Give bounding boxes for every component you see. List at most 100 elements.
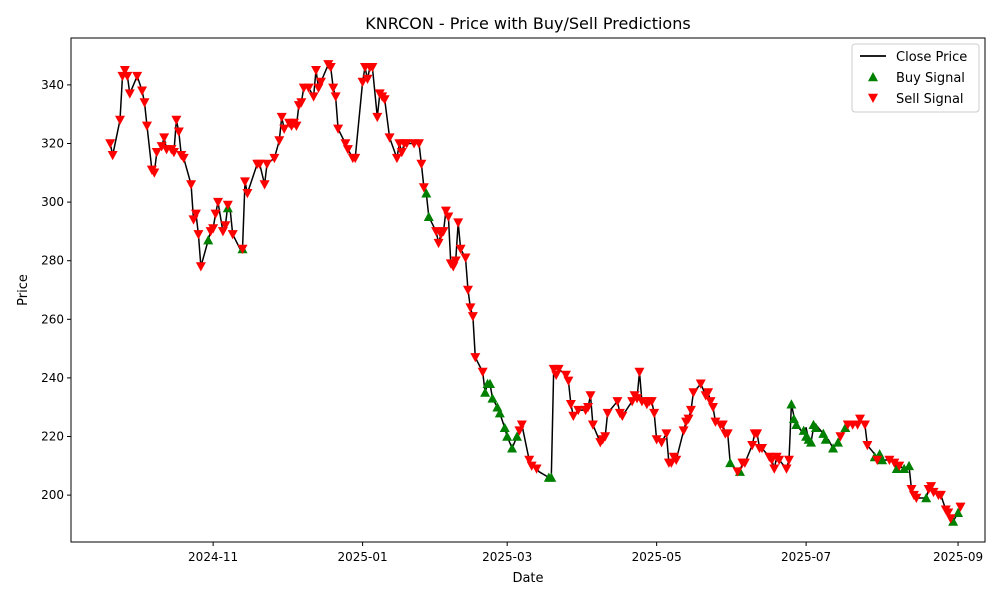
y-tick-label: 220 xyxy=(41,430,64,444)
buy-signal-marker xyxy=(511,431,522,441)
sell-signal-marker xyxy=(303,83,314,93)
plot-frame xyxy=(70,37,986,543)
sell-signal-marker xyxy=(372,112,383,123)
sell-signal-marker xyxy=(460,253,471,263)
sell-signal-marker xyxy=(328,83,339,93)
sell-signal-marker xyxy=(156,142,167,152)
sell-signal-marker xyxy=(416,159,427,169)
sell-signal-marker xyxy=(391,153,402,164)
sell-signal-marker xyxy=(617,411,628,421)
sell-signal-marker xyxy=(186,180,197,190)
buy-signal-marker xyxy=(786,399,797,409)
buy-signal-marker xyxy=(820,434,831,444)
buy-signal-marker xyxy=(485,378,496,389)
sell-signal-marker xyxy=(122,71,133,82)
buy-signal-marker xyxy=(953,507,964,517)
sell-signal-marker xyxy=(602,408,613,419)
sell-signal-marker xyxy=(634,367,645,378)
sell-signal-marker xyxy=(195,262,206,272)
buy-signal-marker xyxy=(546,472,557,482)
sell-signal-marker xyxy=(379,95,390,105)
sell-signal-marker xyxy=(279,124,290,134)
buy-signal-marker xyxy=(421,188,432,198)
sell-signal-marker xyxy=(239,177,250,187)
chart-title: KNRCON - Price with Buy/Sell Predictions xyxy=(365,14,690,33)
buy-signal-marker xyxy=(502,431,513,441)
sell-signal-marker xyxy=(524,455,535,465)
sell-signal-marker xyxy=(333,124,344,134)
sell-signal-marker xyxy=(563,376,574,386)
buy-signal-marker xyxy=(725,457,736,468)
sell-signal-marker xyxy=(227,230,238,240)
sell-signal-marker xyxy=(774,455,785,465)
buy-signal-marker xyxy=(806,437,817,447)
sell-signal-marker xyxy=(254,159,265,169)
sell-signal-marker xyxy=(656,438,667,448)
sell-signal-marker xyxy=(465,303,476,313)
sell-signal-marker xyxy=(137,86,148,96)
sell-signal-marker xyxy=(384,133,395,143)
sell-signal-marker xyxy=(477,367,488,378)
sell-signal-marker xyxy=(661,429,672,439)
legend-buy-swatch xyxy=(868,72,878,82)
sell-signal-marker xyxy=(906,485,917,495)
x-tick-label: 2025-07 xyxy=(781,550,831,564)
y-axis-title: Price xyxy=(16,274,31,306)
sell-signal-marker xyxy=(708,402,719,413)
sell-signal-marker xyxy=(401,139,412,149)
sell-signal-marker xyxy=(646,397,657,407)
sell-signal-marker xyxy=(703,388,714,398)
buy-signal-marker xyxy=(507,443,518,453)
buy-signal-marker xyxy=(899,463,910,473)
x-tick-label: 2025-05 xyxy=(632,550,682,564)
sell-signal-marker xyxy=(587,420,598,430)
sell-signal-marker xyxy=(889,458,900,468)
buy-signal-marker xyxy=(423,211,434,221)
sell-signal-marker xyxy=(362,74,373,85)
sell-signal-marker xyxy=(119,65,130,76)
sell-signal-marker xyxy=(315,77,326,87)
sell-signal-marker xyxy=(208,224,219,234)
sell-signal-marker xyxy=(190,209,201,219)
y-tick-label: 260 xyxy=(41,312,64,326)
sell-signal-marker xyxy=(330,92,341,102)
y-tick-label: 240 xyxy=(41,371,64,385)
sell-signal-marker xyxy=(222,200,233,211)
sell-signal-marker xyxy=(149,168,160,178)
sell-signal-marker xyxy=(651,435,662,445)
sell-signal-marker xyxy=(636,397,647,407)
x-tick-label: 2025-03 xyxy=(482,550,532,564)
sell-signal-marker xyxy=(935,490,946,501)
y-tick-label: 200 xyxy=(41,488,64,502)
sell-signal-marker xyxy=(107,150,118,161)
sell-signal-marker xyxy=(440,206,451,216)
sell-signal-marker xyxy=(418,183,429,193)
sell-signal-marker xyxy=(573,405,584,416)
sell-signal-marker xyxy=(311,65,322,76)
legend-close-price-label: Close Price xyxy=(896,50,967,65)
sell-signal-marker xyxy=(752,429,763,439)
sell-signal-marker xyxy=(757,443,768,454)
sell-signal-marker xyxy=(781,464,792,474)
sell-signal-marker xyxy=(722,429,733,439)
sell-signal-marker xyxy=(115,115,126,126)
sell-signal-marker xyxy=(325,63,336,73)
sell-signal-marker xyxy=(431,227,442,237)
sell-signal-marker xyxy=(612,397,623,407)
sell-signal-marker xyxy=(178,153,189,164)
sell-signal-marker xyxy=(237,244,248,254)
sell-signal-marker xyxy=(560,370,571,380)
sell-signal-marker xyxy=(678,426,689,436)
legend-buy-signal-label: Buy Signal xyxy=(896,71,965,86)
sell-signal-marker xyxy=(671,455,682,465)
sell-signal-marker xyxy=(340,139,351,149)
y-tick-label: 300 xyxy=(41,195,64,209)
sell-signal-marker xyxy=(242,189,253,199)
x-axis-title: Date xyxy=(512,571,543,586)
legend-sell-swatch xyxy=(868,93,878,103)
sell-signal-marker xyxy=(526,461,537,471)
sell-signal-marker xyxy=(945,514,956,524)
sell-signal-marker xyxy=(926,482,937,492)
y-axis: 200 220 240 260 280 300 320 340 xyxy=(41,78,71,502)
sell-signal-marker xyxy=(565,400,576,410)
